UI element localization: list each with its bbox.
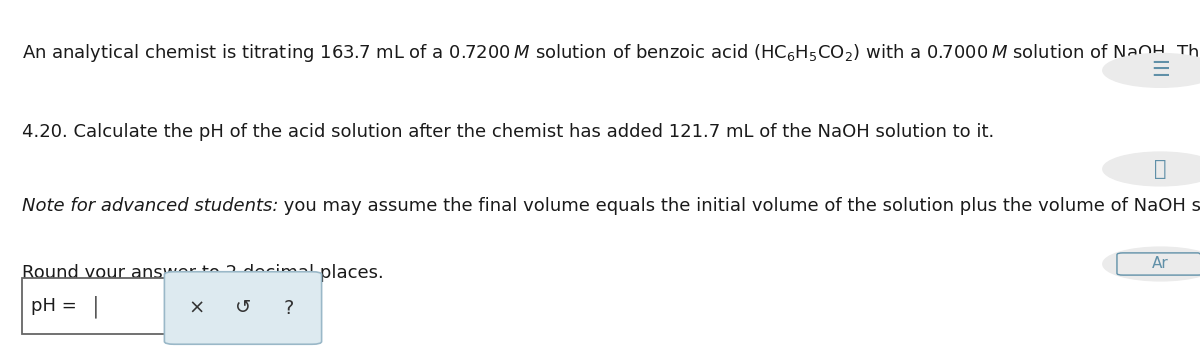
- Text: │: │: [90, 295, 102, 318]
- Text: ×: ×: [188, 298, 205, 318]
- Text: 4.20. Calculate the pH of the acid solution after the chemist has added 121.7 mL: 4.20. Calculate the pH of the acid solut…: [22, 123, 994, 141]
- FancyBboxPatch shape: [22, 278, 166, 334]
- Text: pH =: pH =: [31, 297, 83, 315]
- Text: ☰: ☰: [1151, 61, 1170, 80]
- Text: ↺: ↺: [235, 298, 251, 318]
- Text: An analytical chemist is titrating 163.7 mL of a 0.7200 $M$ solution of benzoic : An analytical chemist is titrating 163.7…: [22, 42, 1200, 64]
- Text: you may assume the final volume equals the initial volume of the solution plus t: you may assume the final volume equals t…: [278, 197, 1200, 215]
- Text: Round your answer to 2 decimal places.: Round your answer to 2 decimal places.: [22, 264, 383, 282]
- FancyBboxPatch shape: [164, 272, 322, 344]
- Text: ?: ?: [284, 298, 294, 318]
- Circle shape: [1103, 152, 1200, 186]
- Text: Note for advanced students:: Note for advanced students:: [22, 197, 278, 215]
- Circle shape: [1103, 247, 1200, 281]
- Text: ⦀: ⦀: [1154, 159, 1166, 179]
- Circle shape: [1103, 54, 1200, 87]
- Text: Ar: Ar: [1152, 257, 1169, 271]
